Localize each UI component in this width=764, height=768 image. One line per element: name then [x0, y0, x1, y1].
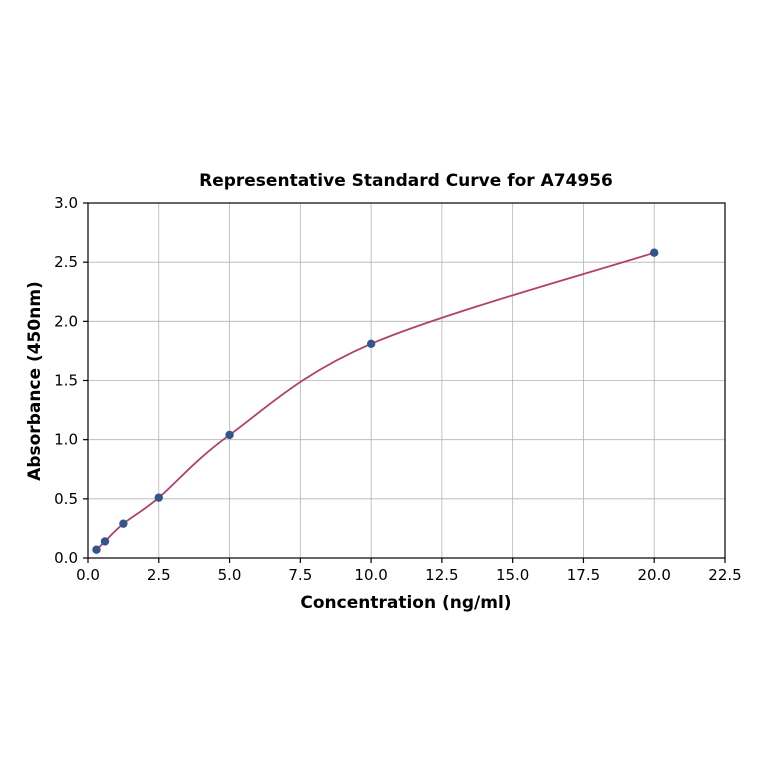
curve-path: [95, 251, 655, 551]
data-point: [119, 519, 128, 528]
y-tick-label: 2.5: [54, 253, 78, 271]
y-tick-label: 1.5: [54, 372, 78, 390]
y-tick-label: 0.5: [54, 490, 78, 508]
x-tick-label: 5.0: [218, 566, 242, 584]
fitted-curve: [95, 251, 655, 551]
data-point: [100, 537, 110, 546]
data-point: [154, 493, 163, 502]
chart-title: Representative Standard Curve for A74956: [199, 171, 613, 191]
x-tick-label: 20.0: [638, 566, 671, 584]
data-point: [650, 248, 659, 257]
data-points: [92, 248, 659, 554]
x-tick-label: 0.0: [76, 566, 100, 584]
x-tick-label: 15.0: [496, 566, 529, 584]
data-point: [92, 545, 101, 554]
y-tick-label: 3.0: [54, 194, 78, 212]
tick-labels: 0.0 2.5 5.0 7.5 10.0 12.5 15.0 17.5 20.0 22.5 0.0 0…: [54, 194, 742, 584]
x-axis-label: Concentration (ng/ml): [300, 593, 511, 613]
grid-lines: [87, 202, 726, 559]
x-tick-label: 2.5: [147, 566, 171, 584]
x-tick-label: 10.0: [354, 566, 387, 584]
data-point: [225, 430, 234, 440]
x-tick-label: 7.5: [288, 566, 312, 584]
x-tick-label: 12.5: [425, 566, 458, 584]
x-tick-label: 17.5: [567, 566, 600, 584]
y-tick-label: 1.0: [54, 431, 78, 449]
y-axis-label: Absorbance (450nm): [25, 281, 45, 481]
axis-ticks: [83, 202, 726, 563]
x-tick-label: 22.5: [708, 566, 741, 584]
data-point: [366, 339, 376, 349]
y-tick-label: 2.0: [54, 312, 78, 330]
y-tick-label: 0.0: [54, 549, 78, 567]
